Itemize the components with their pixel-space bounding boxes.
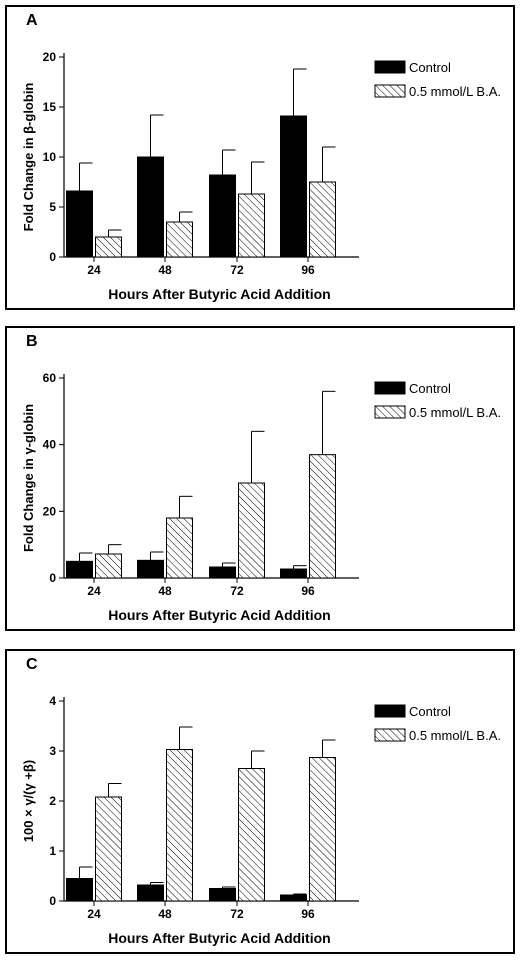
bar-treated	[166, 517, 193, 579]
bar-control	[137, 156, 164, 258]
x-tick-label: 48	[158, 584, 172, 598]
bar-control	[137, 559, 164, 579]
x-axis-label: Hours After Butyric Acid Addition	[108, 930, 330, 946]
y-tick-label: 15	[43, 100, 57, 114]
bar-control	[209, 566, 236, 579]
bar-control	[66, 190, 93, 258]
y-tick-label: 0	[49, 250, 56, 264]
y-tick-label: 20	[43, 504, 57, 518]
y-tick-label: 2	[49, 794, 56, 808]
y-axis-label: Fold Change in β-globin	[21, 83, 36, 232]
bar-treated	[238, 193, 265, 258]
x-tick-label: 24	[87, 907, 101, 921]
bar-treated	[238, 482, 265, 579]
x-tick-label: 72	[230, 584, 244, 598]
bar-treated	[309, 181, 336, 258]
legend-swatch-treated	[374, 84, 406, 98]
y-tick-label: 4	[49, 694, 56, 708]
legend-label-control: Control	[409, 60, 451, 75]
y-tick-label: 0	[49, 571, 56, 585]
bar-chart-c: C 100 × γ/(γ +β) Hours After Butyric Aci…	[21, 656, 501, 946]
panel-label: A	[26, 12, 38, 29]
x-tick-label: 24	[87, 584, 101, 598]
x-tick-label: 96	[301, 907, 315, 921]
bar-treated	[95, 553, 122, 579]
y-tick-label: 0	[49, 894, 56, 908]
panel-label: B	[26, 333, 38, 350]
y-tick-label: 10	[43, 150, 57, 164]
bar-treated	[309, 454, 336, 579]
panel-label: C	[26, 656, 38, 673]
x-tick-label: 48	[158, 263, 172, 277]
x-tick-label: 96	[301, 263, 315, 277]
y-tick-label: 40	[43, 438, 57, 452]
y-tick-label: 3	[49, 744, 56, 758]
legend-swatch-control	[374, 704, 406, 718]
legend-label-treated: 0.5 mmol/L B.A.	[409, 84, 501, 99]
bar-control	[209, 888, 236, 902]
bar-control	[137, 884, 164, 902]
bar-chart-a: A Fold Change in β-globin Hours After Bu…	[21, 12, 501, 302]
chart-panel-c: C 100 × γ/(γ +β) Hours After Butyric Aci…	[5, 649, 515, 954]
legend-swatch-treated	[374, 728, 406, 742]
bar-treated	[95, 796, 122, 902]
y-tick-label: 5	[49, 200, 56, 214]
y-axis-label: Fold Change in γ-globin	[21, 404, 36, 552]
legend-swatch-control	[374, 60, 406, 74]
x-tick-label: 96	[301, 584, 315, 598]
legend-label-treated: 0.5 mmol/L B.A.	[409, 405, 501, 420]
legend-swatch-treated	[374, 405, 406, 419]
bar-treated	[238, 768, 265, 902]
bar-treated	[309, 757, 336, 902]
bar-control	[280, 894, 307, 902]
y-axis-label: 100 × γ/(γ +β)	[21, 760, 36, 842]
x-tick-label: 48	[158, 907, 172, 921]
bar-chart-b: B Fold Change in γ-globin Hours After Bu…	[21, 333, 501, 623]
bar-control	[209, 174, 236, 258]
y-tick-label: 20	[43, 50, 57, 64]
y-tick-label: 60	[43, 371, 57, 385]
bar-control	[66, 560, 93, 579]
legend-swatch-control	[374, 381, 406, 395]
x-tick-label: 72	[230, 263, 244, 277]
bar-treated	[95, 236, 122, 258]
bar-treated	[166, 221, 193, 258]
bar-control	[280, 568, 307, 579]
y-tick-label: 1	[49, 844, 56, 858]
legend-label-control: Control	[409, 704, 451, 719]
x-tick-label: 72	[230, 907, 244, 921]
legend-label-control: Control	[409, 381, 451, 396]
chart-panel-a: A Fold Change in β-globin Hours After Bu…	[5, 5, 515, 310]
bar-control	[66, 878, 93, 902]
x-tick-label: 24	[87, 263, 101, 277]
bar-treated	[166, 749, 193, 902]
chart-panel-b: B Fold Change in γ-globin Hours After Bu…	[5, 326, 515, 631]
x-axis-label: Hours After Butyric Acid Addition	[108, 607, 330, 623]
bar-control	[280, 115, 307, 258]
legend-label-treated: 0.5 mmol/L B.A.	[409, 728, 501, 743]
x-axis-label: Hours After Butyric Acid Addition	[108, 286, 330, 302]
